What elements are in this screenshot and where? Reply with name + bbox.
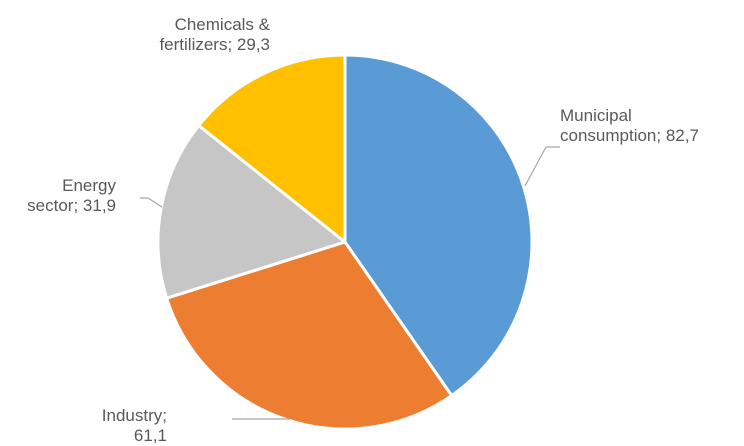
slice-label-line: 61,1 [134, 426, 167, 445]
pie-slice-energy-sector [156, 123, 347, 300]
leader-line-municipal-consumption [524, 146, 560, 187]
slice-labels: Municipal consumption; 82,7 Industry; 61,1 E… [27, 15, 699, 445]
slice-label-chemicals-fertilizers: Chemicals & fertilizers; 29,3 [159, 15, 270, 54]
slice-label-energy-sector: Energy sector; 31,9 [27, 176, 116, 215]
slice-label-line: Municipal [560, 106, 632, 125]
leader-lines [140, 146, 560, 420]
slice-label-line: Chemicals & [175, 15, 271, 34]
pie-slice-municipal-consumption [343, 53, 534, 398]
leader-line-energy-sector [140, 197, 163, 208]
slice-label-line: Industry; [102, 406, 167, 425]
slice-label-line: fertilizers; 29,3 [159, 35, 270, 54]
slice-label-municipal-consumption: Municipal consumption; 82,7 [560, 106, 699, 145]
slice-label-line: consumption; 82,7 [560, 126, 699, 145]
pie-slices [156, 53, 534, 431]
slice-label-industry: Industry; 61,1 [102, 406, 167, 445]
pie-slice-chemicals-fertilizers [197, 53, 347, 244]
slice-label-line: sector; 31,9 [27, 196, 116, 215]
slice-label-line: Energy [62, 176, 116, 195]
